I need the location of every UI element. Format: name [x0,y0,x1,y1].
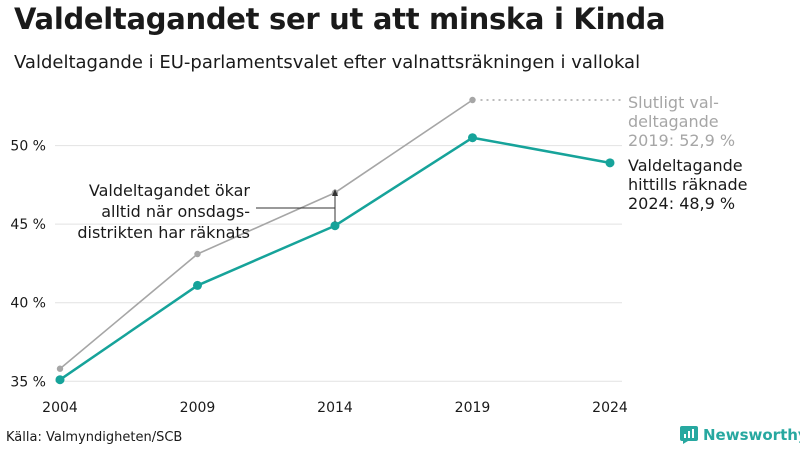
x-tick-label: 2024 [592,400,628,416]
brand-name: Newsworthy [703,426,800,444]
y-tick-label: 35 % [10,374,46,390]
final-turnout-label: deltagande [628,112,719,131]
counted-turnout-label: 2024: 48,9 % [628,194,735,213]
newsworthy-icon [680,426,698,444]
series-line-counted [59,136,611,381]
y-tick-label: 50 % [10,139,46,155]
annotation-note: Valdeltagandet ökar [89,181,251,200]
y-tick-label: 45 % [10,217,46,233]
x-tick-label: 2009 [180,400,216,416]
x-tick-label: 2019 [455,400,491,416]
x-tick-label: 2004 [42,400,78,416]
counted-turnout-label: Valdeltagande [628,156,743,175]
chart-title: Valdeltagandet ser ut att minska i Kinda [14,2,666,36]
brand-logo[interactable]: Newsworthy [680,426,800,444]
data-point-counted [193,280,202,290]
data-point-counted [605,158,615,168]
annotation-bracket [256,194,336,222]
counted-turnout-label: hittills räknade [628,175,747,194]
data-point-counted [468,133,477,143]
y-tick-label: 40 % [10,296,46,312]
annotation-note: alltid när onsdags- [101,202,250,221]
data-point-counted [330,221,340,231]
final-turnout-label: 2019: 52,9 % [628,131,735,150]
series-line-final [59,99,473,370]
annotation-arrowhead [332,189,338,196]
chart-subtitle: Valdeltagande i EU-parlamentsvalet efter… [14,52,641,73]
annotation-note: distrikten har räknats [77,223,250,242]
data-point-final [56,365,64,372]
final-turnout-label: Slutligt val- [628,93,719,112]
data-point-counted [55,375,65,385]
data-point-final [469,96,476,104]
source-note: Källa: Valmyndigheten/SCB [6,430,183,445]
x-tick-label: 2014 [317,400,353,416]
data-point-final [194,250,201,258]
